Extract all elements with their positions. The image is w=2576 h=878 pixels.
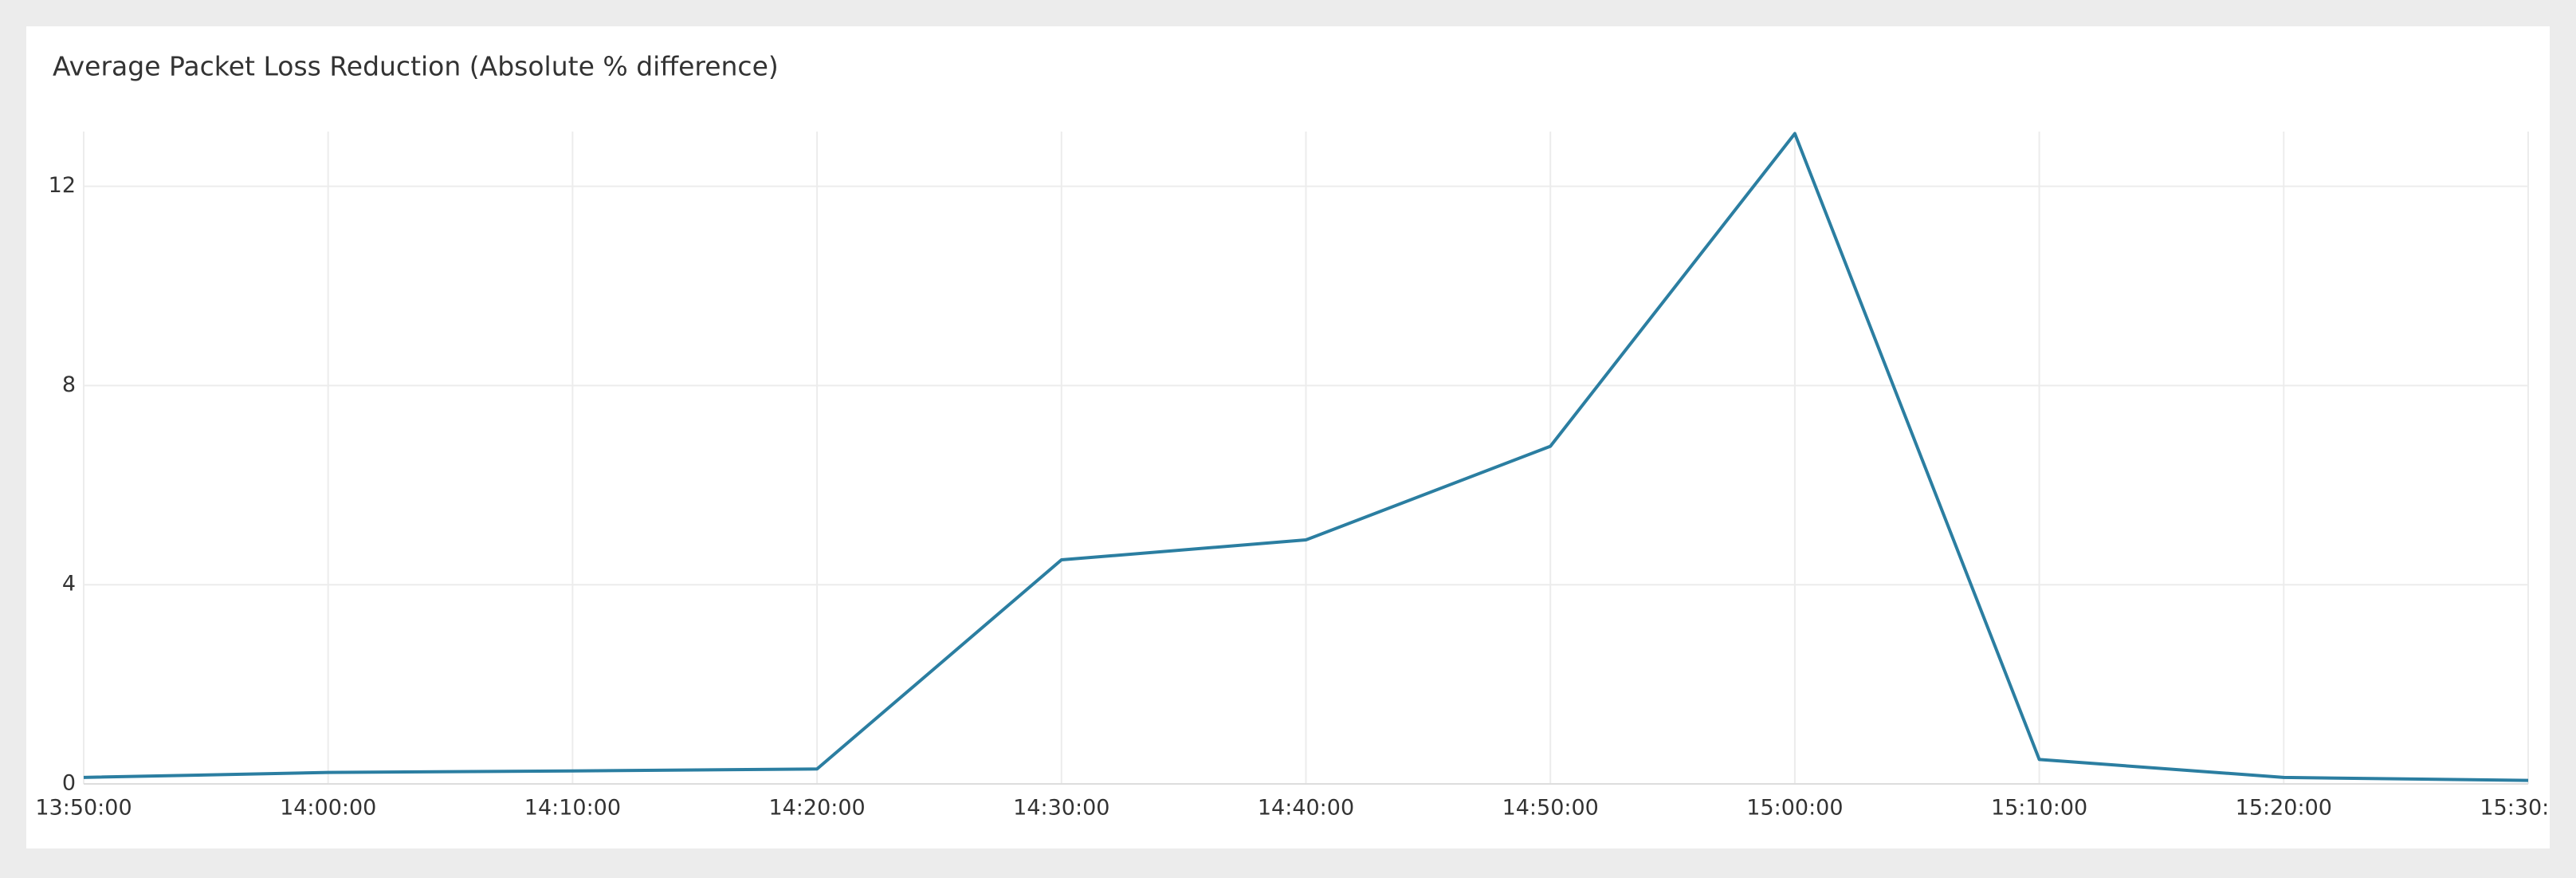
y-tick-label: 4 <box>62 572 76 596</box>
x-tick-label: 14:30:00 <box>1013 796 1109 821</box>
x-tick-label: 15:30:00 <box>2480 796 2576 821</box>
x-tick-label: 13:50:00 <box>35 796 132 821</box>
x-tick-label: 14:00:00 <box>280 796 376 821</box>
x-tick-label: 14:50:00 <box>1502 796 1599 821</box>
y-tick-label: 0 <box>62 771 76 796</box>
x-tick-label: 15:20:00 <box>2236 796 2332 821</box>
x-tick-label: 15:00:00 <box>1746 796 1843 821</box>
panel <box>26 26 2550 848</box>
x-tick-label: 14:10:00 <box>524 796 621 821</box>
x-tick-label: 15:10:00 <box>1991 796 2087 821</box>
plot: Average Packet Loss Reduction (Absolute … <box>35 51 2576 821</box>
y-tick-label: 12 <box>49 173 76 198</box>
x-tick-label: 14:40:00 <box>1258 796 1354 821</box>
x-tick-label: 14:20:00 <box>768 796 865 821</box>
y-tick-label: 8 <box>62 372 76 397</box>
data-line <box>83 132 2529 782</box>
chart-title: Average Packet Loss Reduction (Absolute … <box>53 51 779 82</box>
